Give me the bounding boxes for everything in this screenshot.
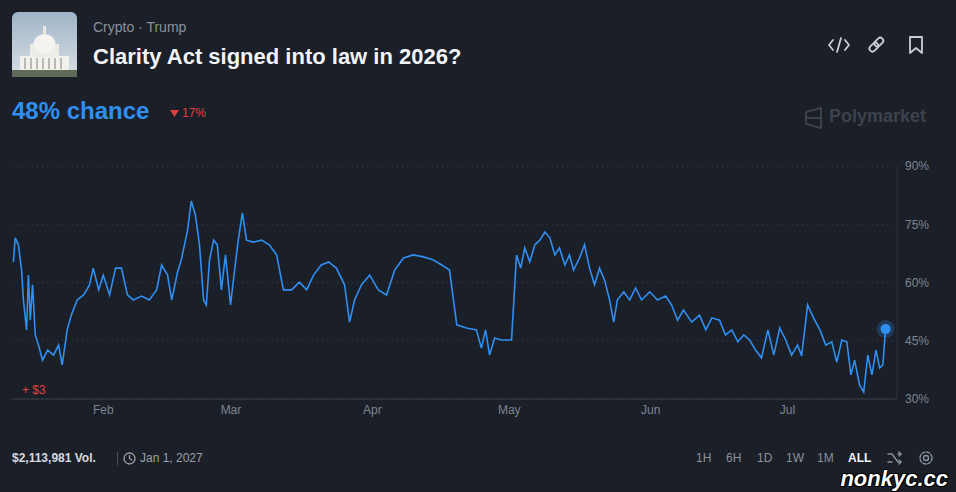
html-text:$2,113,981 Vol.: $2,113,981 Vol. [12,451,96,465]
svg-text:Mar: Mar [221,403,242,417]
svg-text:Jul: Jul [780,403,795,417]
svg-text:Jun: Jun [641,403,660,417]
html-text:Jan 1, 2027: Jan 1, 2027 [140,451,203,465]
html-text:Crypto · Trump: Crypto · Trump [93,19,187,35]
html-text:6H: 6H [726,451,742,465]
html-text:48% chance: 48% chance [12,97,150,124]
svg-text:75%: 75% [905,218,929,232]
svg-text:45%: 45% [905,334,929,348]
svg-text:60%: 60% [905,276,929,290]
html-text:1D: 1D [757,451,773,465]
html-text:Clarity Act signed into law in: Clarity Act signed into law in 2026? [93,44,462,69]
html-text:nonkyc.cc: nonkyc.cc [840,466,948,491]
html-text:1W: 1W [786,451,804,465]
html-text:17%: 17% [182,106,206,120]
html-text:Polymarket: Polymarket [829,106,927,126]
svg-text:Feb: Feb [93,403,114,417]
html-text:1H: 1H [696,451,712,465]
svg-text:Apr: Apr [363,403,382,417]
svg-text:30%: 30% [905,392,929,406]
html-text:1M: 1M [817,451,834,465]
html-text:+ $3: + $3 [22,383,46,397]
svg-text:90%: 90% [905,159,929,173]
html-text:ALL: ALL [848,451,872,465]
svg-text:May: May [498,403,521,417]
